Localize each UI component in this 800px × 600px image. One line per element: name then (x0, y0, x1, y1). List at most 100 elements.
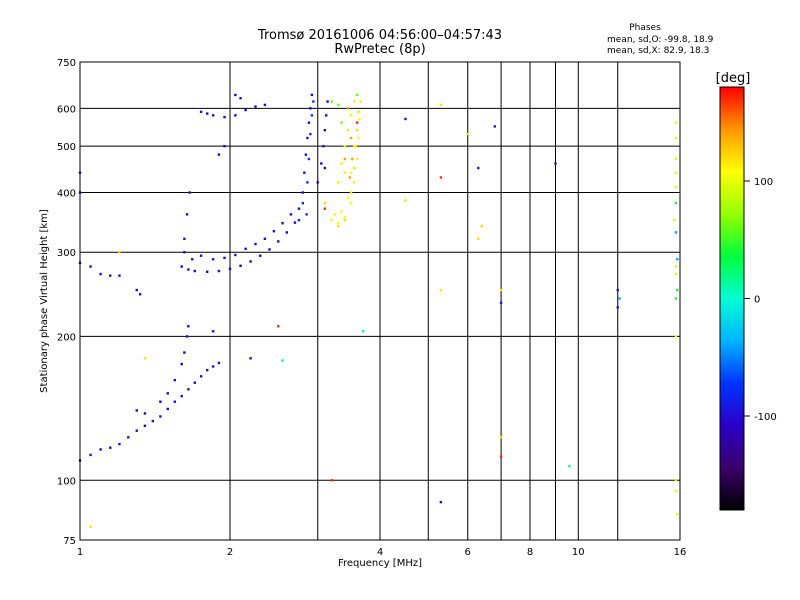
data-point (674, 201, 678, 205)
data-point (244, 108, 247, 112)
data-point (109, 274, 112, 277)
data-point (217, 153, 221, 156)
y-tick-label: 200 (57, 332, 76, 343)
data-points (78, 93, 679, 528)
data-point (337, 103, 340, 107)
data-point (352, 144, 356, 148)
data-point (337, 222, 340, 225)
data-point (306, 181, 309, 184)
x-tick-label: 2 (227, 547, 233, 558)
x-tick-label: 6 (465, 547, 471, 558)
data-point (89, 265, 92, 268)
data-point (223, 115, 226, 119)
data-point (249, 357, 252, 360)
data-point (254, 242, 257, 246)
data-point (151, 419, 155, 423)
data-point (480, 225, 483, 228)
data-point (187, 325, 190, 328)
data-point (234, 253, 237, 257)
data-point (330, 100, 333, 103)
colorbar-tick-label: -100 (754, 412, 777, 423)
data-point (310, 93, 314, 97)
data-point (355, 93, 359, 97)
data-point (357, 136, 360, 140)
y-tick-label: 500 (57, 142, 76, 153)
data-point (674, 265, 678, 268)
data-point (340, 162, 343, 165)
data-point (323, 128, 327, 132)
data-point (307, 157, 311, 161)
data-point (674, 335, 678, 338)
data-point (211, 114, 215, 117)
data-point (173, 400, 177, 403)
data-point (183, 237, 186, 241)
data-point (305, 213, 308, 216)
data-point (343, 157, 347, 161)
data-point (349, 171, 353, 174)
data-point (439, 500, 443, 504)
phases-info-x: mean, sd,X: 82.9, 18.3 (607, 46, 709, 56)
data-point (281, 359, 284, 362)
data-point (272, 229, 276, 233)
data-point (173, 378, 177, 382)
data-point (337, 181, 340, 184)
y-axis-label: Stationary phase Virtual Height [km] (39, 209, 50, 393)
y-tick-label: 600 (57, 104, 76, 115)
data-point (346, 107, 350, 110)
data-point (185, 335, 189, 338)
data-point (180, 362, 183, 366)
data-point (135, 429, 138, 432)
data-point (143, 424, 147, 428)
data-point (343, 216, 347, 219)
x-axis-label: Frequency [MHz] (338, 558, 422, 569)
data-point (674, 489, 678, 493)
data-point (159, 400, 162, 403)
data-point (674, 157, 678, 161)
data-point (135, 288, 138, 292)
y-tick-label: 75 (63, 536, 76, 547)
data-point (499, 301, 503, 305)
data-point (349, 136, 353, 140)
grid-lines (80, 62, 680, 540)
data-point (254, 105, 257, 108)
data-point (183, 351, 186, 354)
data-point (674, 186, 678, 189)
data-point (188, 191, 191, 194)
data-point (359, 100, 362, 103)
data-point (301, 201, 305, 205)
data-point (323, 166, 327, 170)
data-point (330, 219, 333, 222)
data-point (358, 117, 361, 121)
data-point (211, 258, 215, 261)
data-point (297, 207, 301, 210)
data-point (352, 166, 356, 170)
data-point (349, 114, 353, 117)
data-point (259, 254, 262, 257)
data-point (343, 144, 347, 148)
data-point (301, 191, 305, 194)
data-point (674, 136, 678, 140)
data-point (205, 270, 209, 273)
data-point (333, 213, 337, 216)
data-point (404, 199, 407, 202)
data-point (199, 254, 203, 257)
data-point (674, 171, 678, 174)
data-point (355, 128, 359, 132)
data-point (316, 181, 319, 184)
x-tick-label: 10 (572, 547, 585, 558)
data-point (404, 117, 407, 121)
data-point (166, 392, 169, 395)
data-point (118, 274, 121, 277)
y-tick-label: 300 (57, 248, 76, 259)
data-point (143, 357, 147, 360)
data-point (346, 128, 350, 132)
data-point (263, 237, 267, 241)
data-point (322, 144, 325, 148)
y-tick-label: 100 (57, 476, 76, 487)
data-point (263, 103, 267, 107)
data-point (191, 258, 194, 261)
x-tick-label: 16 (674, 547, 687, 558)
data-point (349, 191, 353, 194)
x-tick-label: 1 (77, 547, 83, 558)
data-point (187, 268, 190, 271)
